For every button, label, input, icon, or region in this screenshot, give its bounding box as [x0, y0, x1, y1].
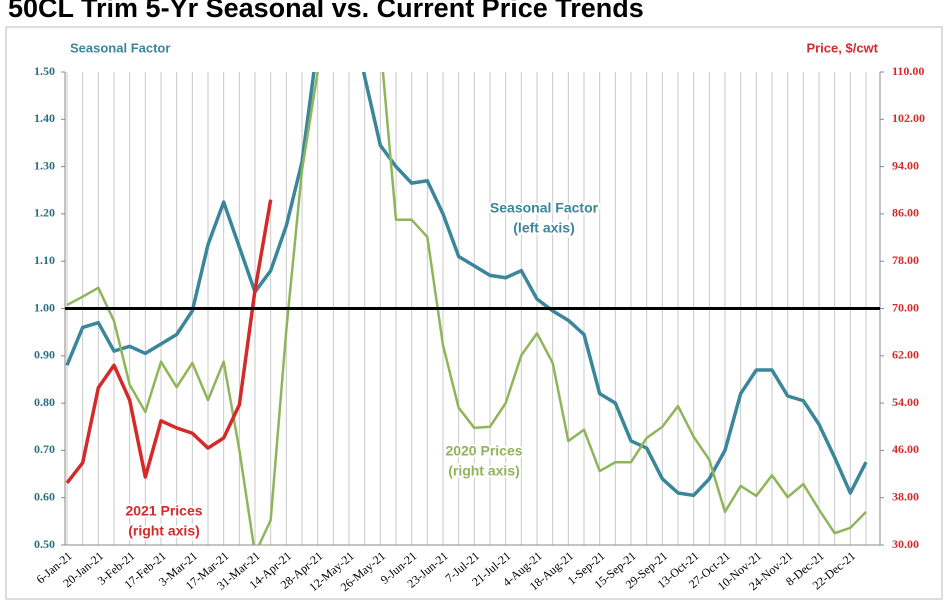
y-tick-label: 1.00: [34, 300, 55, 314]
y2-tick-label: 70.00: [892, 300, 919, 314]
y-tick-label: 0.50: [34, 537, 55, 551]
plot-lines: [65, 72, 868, 545]
chart-title: 50CL Trim 5-Yr Seasonal vs. Current Pric…: [8, 0, 644, 23]
labels: 6-Jan-2120-Jan-213-Feb-2117-Feb-213-Mar-…: [34, 64, 925, 594]
annotation: (left axis): [513, 220, 574, 236]
y-axis-label: Seasonal Factor: [70, 40, 170, 55]
y2-tick-label: 46.00: [892, 442, 919, 456]
chart-frame: [5, 26, 943, 600]
y-tick-label: 1.10: [34, 253, 55, 267]
y2-tick-label: 54.00: [892, 395, 919, 409]
y2-tick-label: 78.00: [892, 253, 919, 267]
y2-tick-label: 38.00: [892, 489, 919, 503]
y2-axis-label: Price, $/cwt: [806, 40, 878, 55]
annotation: (right axis): [448, 463, 520, 479]
series-line: [65, 72, 868, 498]
y2-tick-label: 94.00: [892, 158, 919, 172]
y-tick-label: 1.20: [34, 206, 55, 220]
y-tick-label: 1.40: [34, 111, 55, 125]
y2-tick-label: 102.00: [892, 111, 925, 125]
y2-tick-label: 62.00: [892, 348, 919, 362]
y2-tick-label: 86.00: [892, 206, 919, 220]
y2-tick-label: 30.00: [892, 537, 919, 551]
annotation: 2021 Prices: [125, 503, 202, 519]
y-tick-label: 1.50: [34, 64, 55, 78]
y-tick-label: 0.90: [34, 348, 55, 362]
y2-tick-label: 110.00: [892, 64, 924, 78]
annotation: (right axis): [128, 523, 200, 539]
series-line: [66, 72, 867, 545]
annotation: Seasonal Factor: [490, 200, 599, 216]
y-tick-label: 0.80: [34, 395, 55, 409]
y-tick-label: 0.60: [34, 489, 55, 503]
y-tick-label: 1.30: [34, 158, 55, 172]
annotation: 2020 Prices: [445, 443, 522, 459]
y-tick-label: 0.70: [34, 442, 55, 456]
series-line: [65, 199, 273, 484]
